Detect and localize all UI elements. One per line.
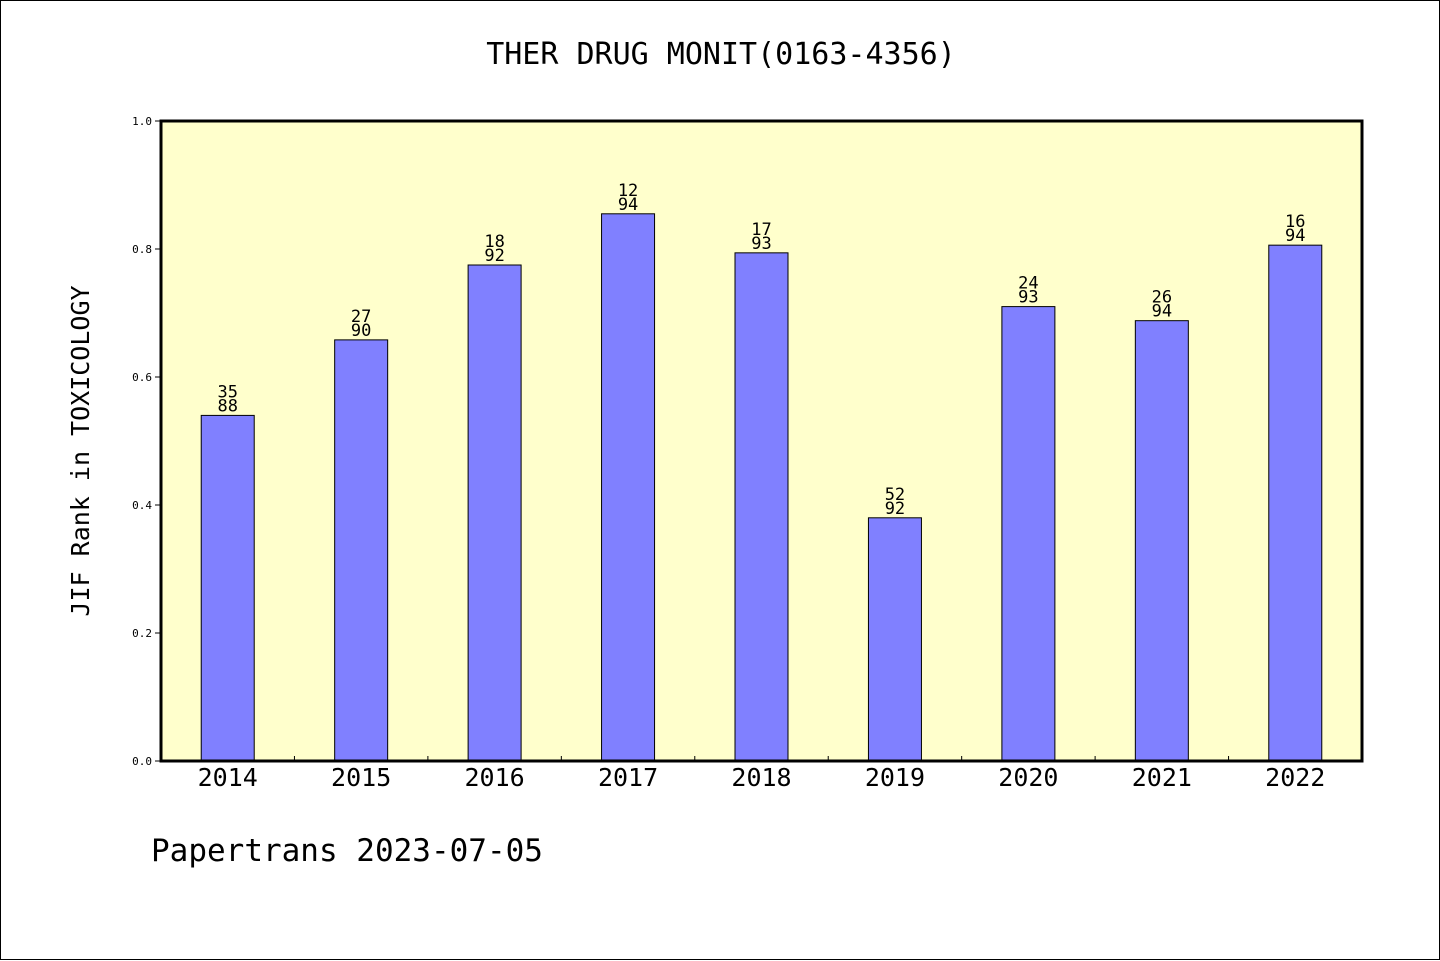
bar-rank-label: 16: [1285, 212, 1305, 232]
bar-total-label: 92: [484, 246, 504, 266]
bar-total-label: 94: [618, 195, 638, 215]
x-tick-label: 2014: [198, 763, 258, 792]
bar-total-label: 93: [751, 234, 771, 254]
bar-2021: [1134, 320, 1189, 762]
bar-total-label: 90: [351, 321, 371, 341]
y-tick-label: 0.4: [132, 499, 152, 512]
bar-2019: [867, 517, 922, 762]
y-tick-label: 1.0: [132, 115, 152, 128]
x-tick-label: 2021: [1132, 763, 1192, 792]
y-tick-label: 0.2: [132, 627, 152, 640]
bar-rank-label: 35: [217, 382, 237, 402]
plot-border: [159, 119, 1364, 763]
y-tick-label: 0.0: [132, 755, 152, 768]
bar-rank-label: 12: [618, 181, 638, 201]
footer-note: Papertrans 2023-07-05: [151, 833, 543, 869]
bar-2014: [200, 414, 255, 762]
bar-rank-label: 52: [885, 485, 905, 505]
x-tick-label: 2017: [598, 763, 658, 792]
bar-rank-label: 24: [1018, 274, 1038, 294]
bar-rank-label: 26: [1152, 288, 1172, 308]
x-tick-label: 2015: [331, 763, 391, 792]
bar-rank-label: 17: [751, 220, 771, 240]
bar-total-label: 88: [217, 396, 237, 416]
bar-rank-label: 27: [351, 307, 371, 327]
x-tick-label: 2018: [731, 763, 791, 792]
x-tick-label: 2022: [1265, 763, 1325, 792]
bar-2020: [1001, 306, 1056, 762]
bar-total-label: 94: [1152, 302, 1172, 322]
y-axis-label: JIF Rank in TOXICOLOGY: [66, 285, 95, 616]
x-tick-label: 2016: [465, 763, 525, 792]
bar-2015: [334, 339, 389, 762]
chart-title: THER DRUG MONIT(0163-4356): [486, 37, 956, 72]
y-tick-label: 0.6: [132, 371, 152, 384]
y-tick-label: 0.8: [132, 243, 152, 256]
bar-total-label: 93: [1018, 288, 1038, 308]
bar-2018: [734, 252, 789, 762]
bar-rank-label: 18: [484, 232, 504, 252]
bar-2016: [467, 264, 522, 762]
bar-total-label: 92: [885, 499, 905, 519]
x-tick-label: 2020: [998, 763, 1058, 792]
bar-2022: [1268, 244, 1323, 762]
bar-total-label: 94: [1285, 226, 1305, 246]
bar-2017: [601, 213, 656, 762]
x-tick-label: 2019: [865, 763, 925, 792]
